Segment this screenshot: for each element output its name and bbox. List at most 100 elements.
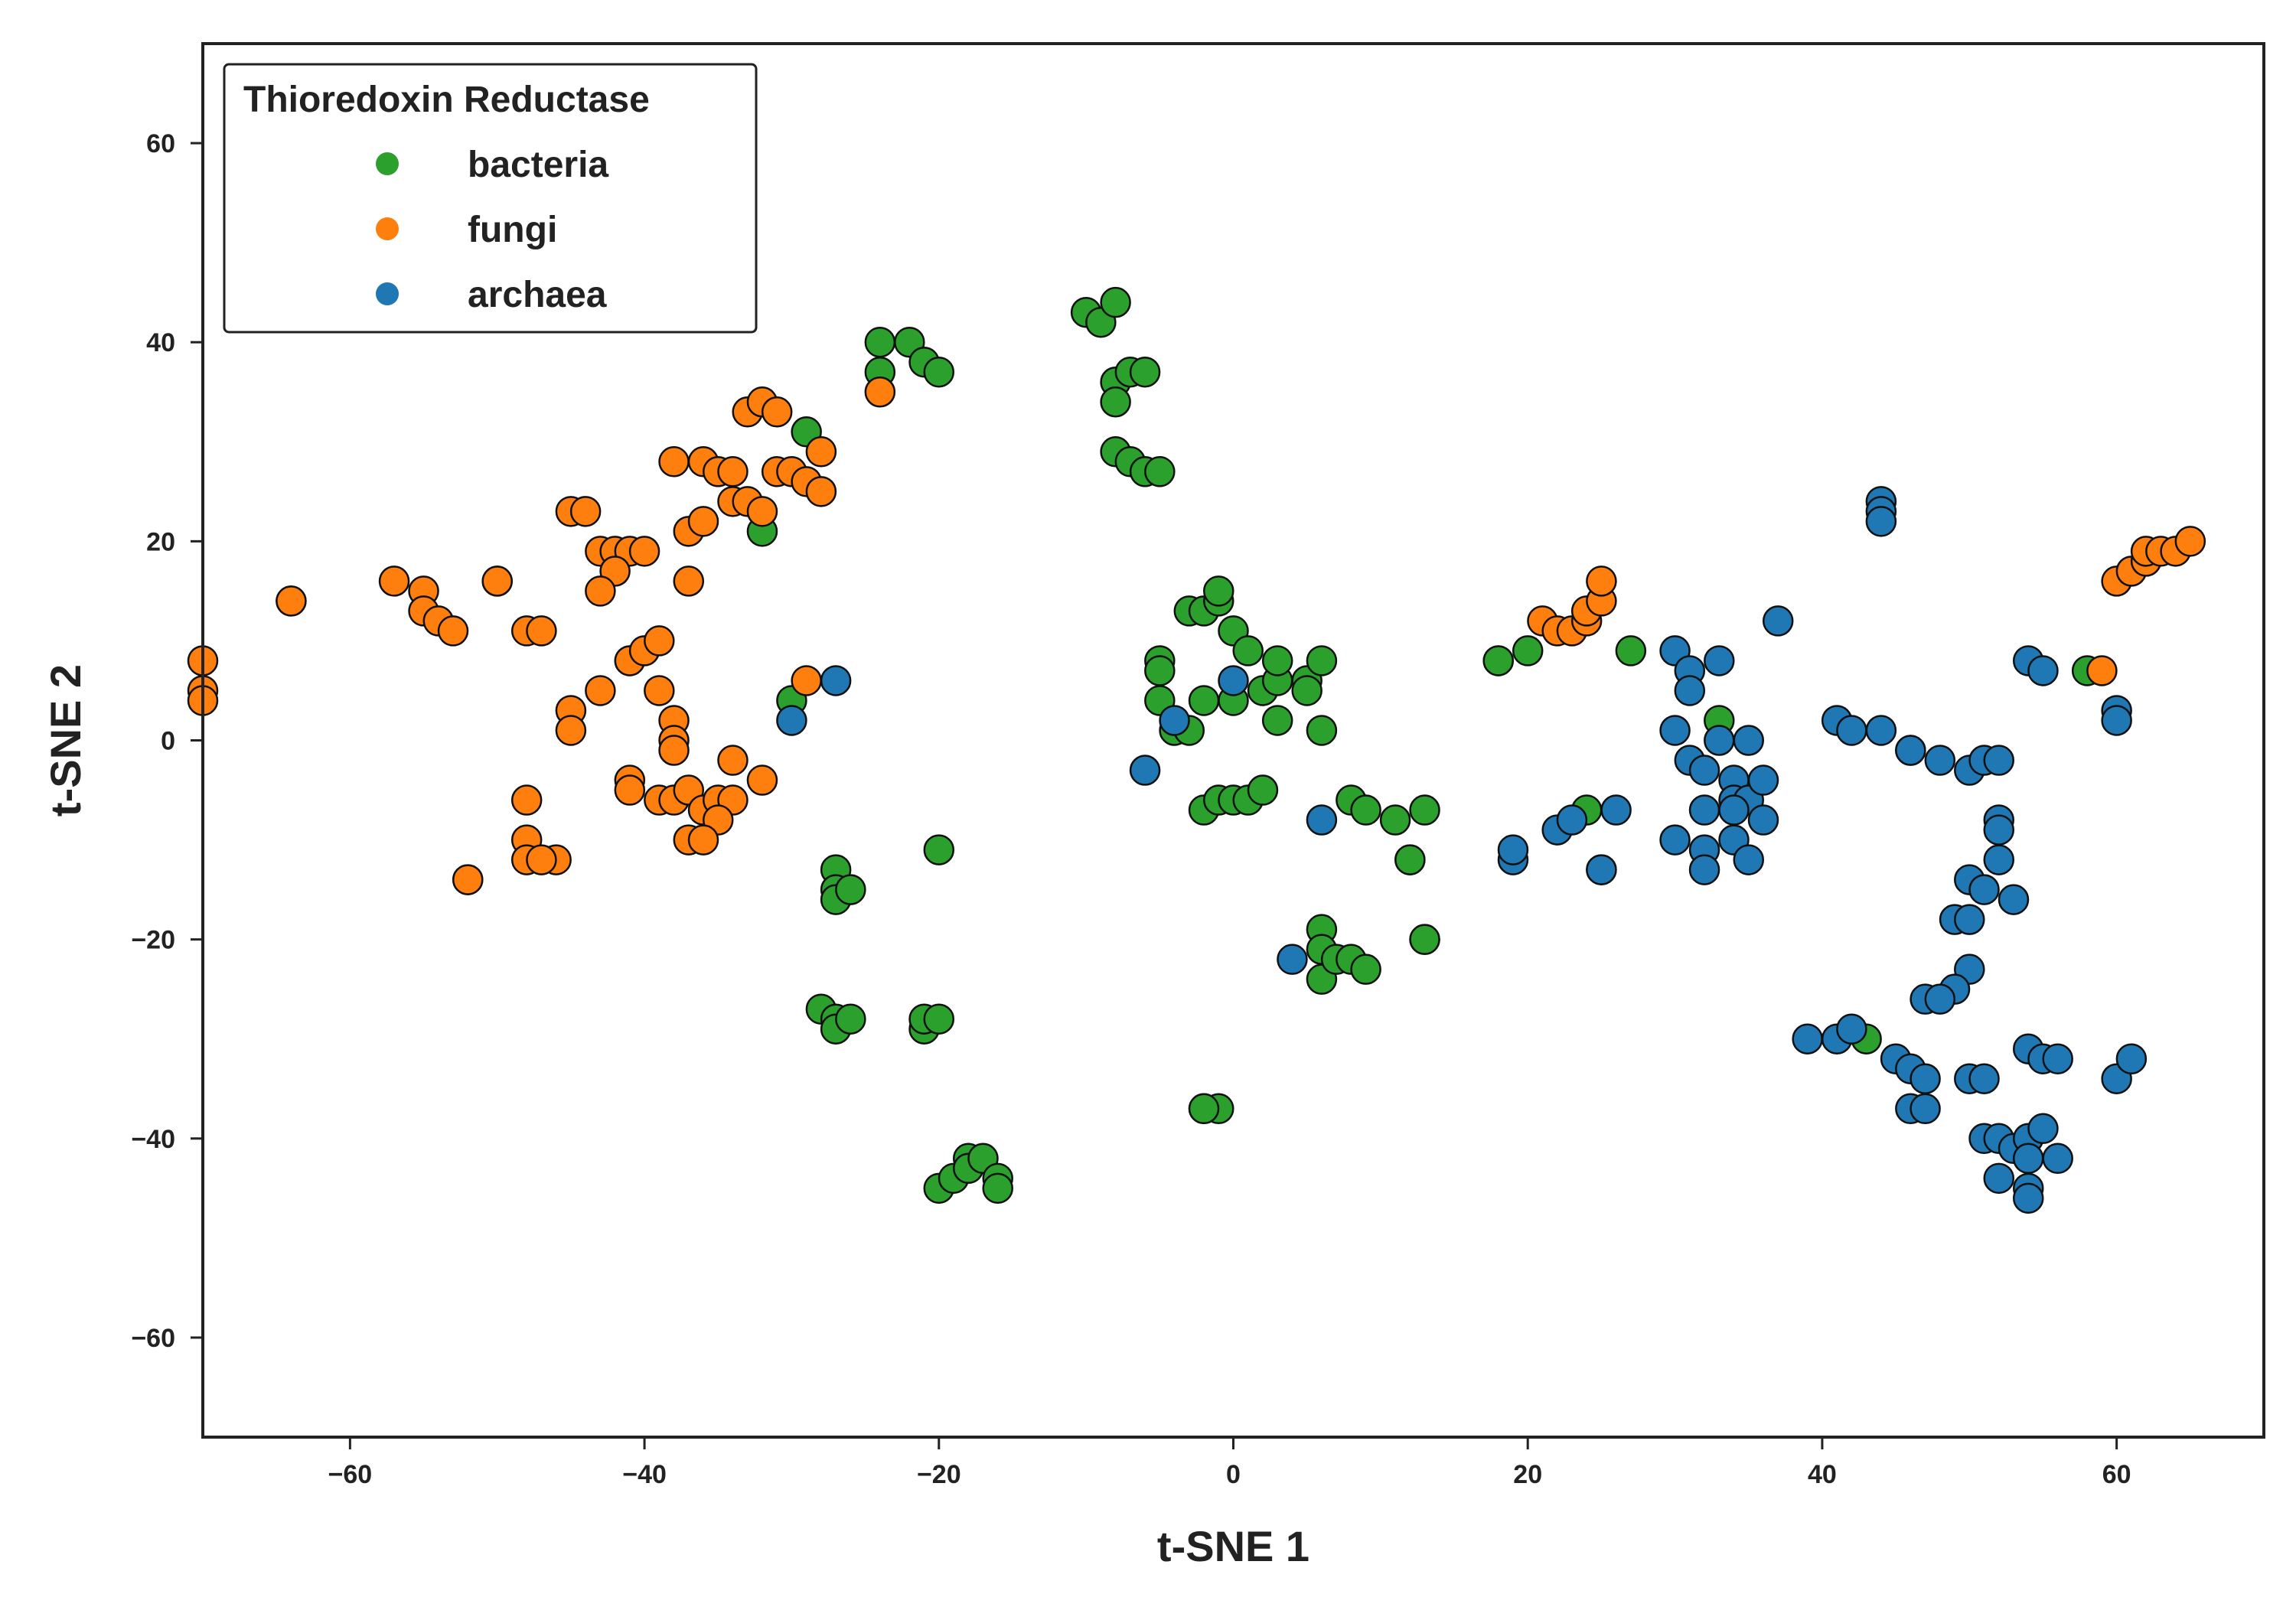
ticks-layer: −60 −40 −20 0 20 40 60 −60 −40 −20 0 20 40 60 <box>131 129 2131 1489</box>
data-point-fungi <box>526 844 557 875</box>
data-point-bacteria <box>1379 804 1411 836</box>
data-point-archaea <box>1674 675 1706 706</box>
data-point-fungi <box>585 675 616 706</box>
data-point-archaea <box>2042 1143 2073 1175</box>
data-point-bacteria <box>923 356 955 388</box>
data-point-bacteria <box>982 1172 1013 1204</box>
data-point-archaea <box>2012 1143 2044 1175</box>
data-point-bacteria <box>1261 645 1293 676</box>
data-point-fungi <box>791 665 822 696</box>
data-point-archaea <box>1983 844 2015 875</box>
data-point-archaea <box>1865 506 1897 537</box>
data-point-bacteria <box>1291 675 1322 706</box>
x-axis-label: t-SNE 1 <box>1157 1522 1309 1570</box>
y-axis-label: t-SNE 2 <box>41 664 90 817</box>
data-point-archaea <box>1998 884 2030 915</box>
data-point-fungi <box>673 566 705 597</box>
data-point-fungi <box>687 506 719 537</box>
legend-box <box>223 63 758 334</box>
data-point-fungi <box>276 585 307 617</box>
data-point-bacteria <box>1100 286 1131 318</box>
data-point-archaea <box>1688 755 1720 786</box>
y-tick-label: −60 <box>131 1324 175 1353</box>
data-point-fungi <box>644 675 675 706</box>
x-tick-label: −20 <box>917 1460 961 1489</box>
data-point-archaea <box>1968 1063 2000 1094</box>
data-point-archaea <box>1718 794 1750 826</box>
data-point-archaea <box>1792 1023 1823 1054</box>
y-tick-label: 40 <box>146 328 175 357</box>
data-point-archaea <box>1659 715 1691 746</box>
data-point-fungi <box>746 764 778 796</box>
data-point-archaea <box>1277 944 1308 975</box>
x-tick-label: 20 <box>1513 1460 1542 1489</box>
data-point-archaea <box>1218 665 1249 696</box>
data-point-archaea <box>1704 725 1735 756</box>
data-point-fungi <box>1586 566 1617 597</box>
data-point-fungi <box>687 824 719 856</box>
data-point-archaea <box>1556 804 1588 836</box>
data-point-bacteria <box>1409 924 1440 955</box>
data-point-bacteria <box>1482 645 1514 676</box>
y-tick-label: −20 <box>131 926 175 955</box>
data-point-archaea <box>1762 605 1794 637</box>
data-point-fungi <box>585 575 616 607</box>
legend-marker-fungi <box>376 217 399 240</box>
data-point-archaea <box>1306 804 1338 836</box>
data-point-bacteria <box>1350 794 1381 826</box>
x-tick-label: 40 <box>1808 1460 1837 1489</box>
data-point-bacteria <box>835 1003 866 1035</box>
data-point-archaea <box>1733 725 1764 756</box>
data-point-archaea <box>820 665 852 696</box>
data-point-archaea <box>1688 794 1720 826</box>
x-tick-label: 60 <box>2102 1460 2131 1489</box>
data-point-bacteria <box>1394 844 1426 875</box>
data-point-archaea <box>1159 705 1190 736</box>
data-point-archaea <box>1954 904 1985 935</box>
data-point-bacteria <box>835 874 866 905</box>
data-point-fungi <box>510 784 543 816</box>
y-tick-label: 20 <box>146 527 175 556</box>
data-point-fungi <box>2086 655 2118 686</box>
data-point-bacteria <box>923 834 955 865</box>
data-point-fungi <box>378 566 410 597</box>
data-point-fungi <box>805 436 837 468</box>
data-point-archaea <box>1497 834 1529 865</box>
data-point-fungi <box>717 745 748 776</box>
x-tick-label: −40 <box>622 1460 667 1489</box>
data-point-bacteria <box>1188 1093 1220 1125</box>
data-point-archaea <box>2027 655 2059 686</box>
data-point-archaea <box>1924 745 1956 776</box>
data-point-archaea <box>1747 804 1779 836</box>
data-point-fungi <box>658 446 690 478</box>
data-point-fungi <box>526 615 557 647</box>
x-tick-label: 0 <box>1226 1460 1241 1489</box>
data-point-bacteria <box>1409 794 1440 826</box>
data-point-bacteria <box>1144 655 1176 686</box>
data-point-fungi <box>761 396 793 428</box>
data-point-archaea <box>1895 735 1926 766</box>
data-point-fungi <box>437 615 469 647</box>
data-point-fungi <box>614 774 646 806</box>
data-point-archaea <box>1659 824 1691 856</box>
legend-label-archaea: archaea <box>468 275 607 315</box>
data-point-archaea <box>1910 1093 1941 1125</box>
data-point-fungi <box>805 476 837 507</box>
data-point-bacteria <box>1144 456 1176 487</box>
y-tick-label: 60 <box>146 129 175 158</box>
data-point-archaea <box>1836 1013 1867 1045</box>
data-point-archaea <box>1836 715 1867 746</box>
data-point-archaea <box>1600 794 1632 826</box>
data-point-fungi <box>569 496 602 527</box>
data-point-archaea <box>1129 755 1161 786</box>
data-point-fungi <box>717 456 748 487</box>
data-point-archaea <box>1983 1162 2015 1195</box>
data-point-fungi <box>452 864 484 895</box>
data-point-archaea <box>1733 844 1764 875</box>
legend: Thioredoxin Reductase bacteria fungi archa… <box>223 63 758 334</box>
data-point-archaea <box>1983 814 2015 846</box>
data-point-archaea <box>1688 854 1720 885</box>
legend-title: Thioredoxin Reductase <box>243 80 650 120</box>
plot-area-frame <box>201 42 2265 1439</box>
legend-label-bacteria: bacteria <box>468 145 608 185</box>
